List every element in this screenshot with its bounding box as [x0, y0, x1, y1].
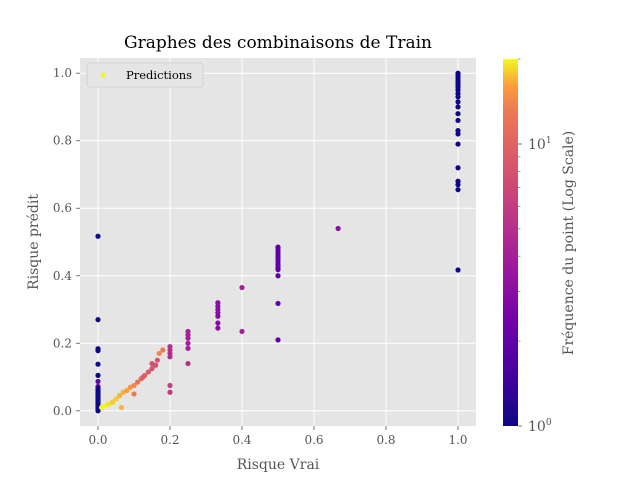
data-point-63 — [215, 325, 221, 331]
x-axis-ticks: 0.0 0.2 0.4 0.6 0.8 1.0 — [88, 426, 468, 447]
data-point-33 — [131, 391, 137, 397]
data-point-37 — [145, 369, 151, 375]
data-point-40 — [156, 350, 162, 357]
colorbar: 100 101 Fréquence du point (Log Scale) — [503, 58, 577, 435]
data-point-78 — [275, 337, 281, 343]
legend-marker — [100, 72, 106, 78]
data-point-6 — [95, 378, 101, 385]
data-point-56 — [185, 360, 191, 367]
data-point-5 — [95, 372, 101, 378]
y-tick-label-1: 0.2 — [53, 336, 72, 350]
legend: Predictions — [86, 62, 204, 88]
data-point-62 — [215, 320, 221, 326]
colorbar-label: Fréquence du point (Log Scale) — [561, 131, 577, 356]
data-point-64 — [239, 284, 245, 291]
data-point-42 — [140, 374, 146, 380]
data-point-76 — [275, 273, 281, 279]
x-tick-label-1: 0.2 — [160, 433, 179, 447]
colorbar-tick-label-10: 101 — [528, 136, 552, 153]
data-point-48 — [167, 354, 173, 360]
data-point-3 — [95, 348, 101, 354]
data-point-30 — [124, 387, 130, 394]
y-tick-label-4: 0.8 — [53, 134, 72, 148]
data-point-61 — [215, 313, 221, 319]
data-point-89 — [455, 94, 461, 100]
data-point-100 — [455, 187, 461, 193]
data-point-43 — [149, 360, 155, 367]
data-point-75 — [275, 267, 281, 273]
data-point-77 — [275, 300, 281, 307]
colorbar-gradient — [503, 59, 518, 426]
data-point-55 — [185, 345, 191, 351]
data-point-97 — [455, 165, 461, 171]
y-tick-label-0: 0.0 — [53, 404, 72, 418]
y-tick-label-3: 0.6 — [53, 201, 72, 215]
colorbar-tick-label-10-exp: 1 — [546, 136, 552, 146]
colorbar-tick-label-10-base: 10 — [528, 137, 546, 153]
data-point-92 — [455, 111, 461, 117]
colorbar-tick-label-1-exp: 0 — [546, 418, 552, 428]
data-point-34 — [135, 379, 141, 385]
data-point-91 — [455, 104, 461, 110]
data-point-90 — [455, 99, 461, 105]
data-point-79 — [335, 225, 341, 232]
data-point-38 — [149, 366, 155, 372]
data-point-50 — [167, 389, 173, 395]
data-point-53 — [185, 335, 191, 341]
colorbar-minor-ticks — [518, 58, 521, 342]
data-point-27 — [117, 393, 123, 399]
data-points — [95, 70, 461, 414]
data-point-4 — [95, 361, 101, 367]
y-axis-ticks: 0.0 0.2 0.4 0.6 0.8 1.0 — [53, 66, 80, 418]
x-tick-label-0: 0.0 — [88, 433, 107, 447]
y-tick-label-5: 1.0 — [53, 66, 72, 80]
plot-background — [80, 58, 476, 426]
data-point-44 — [154, 357, 160, 363]
data-point-65 — [239, 328, 245, 335]
chart-title: Graphes des combinaisons de Train — [124, 33, 432, 53]
data-point-41 — [160, 347, 166, 353]
data-point-49 — [167, 382, 173, 389]
legend-label: Predictions — [126, 68, 192, 82]
data-point-54 — [185, 340, 191, 346]
x-tick-label-4: 0.8 — [376, 433, 395, 447]
data-point-21 — [95, 408, 101, 414]
y-axis-label: Risque prédit — [26, 194, 42, 290]
data-point-29 — [118, 404, 124, 411]
data-point-32 — [131, 382, 137, 389]
x-tick-label-3: 0.6 — [304, 433, 323, 447]
data-point-96 — [455, 141, 461, 147]
x-axis-label: Risque Vrai — [237, 457, 320, 473]
x-tick-label-5: 1.0 — [448, 433, 467, 447]
legend-box — [86, 62, 204, 88]
data-point-101 — [455, 267, 461, 273]
y-tick-label-2: 0.4 — [53, 269, 72, 283]
x-tick-label-2: 0.4 — [232, 433, 251, 447]
colorbar-tick-label-1: 100 — [528, 418, 552, 435]
data-point-99 — [455, 182, 461, 188]
data-point-25 — [109, 399, 115, 405]
data-point-0 — [95, 233, 101, 239]
data-point-93 — [455, 117, 461, 124]
colorbar-tick-label-1-base: 10 — [528, 419, 546, 435]
data-point-95 — [455, 131, 461, 137]
data-point-1 — [95, 317, 101, 323]
data-point-26 — [113, 396, 119, 402]
